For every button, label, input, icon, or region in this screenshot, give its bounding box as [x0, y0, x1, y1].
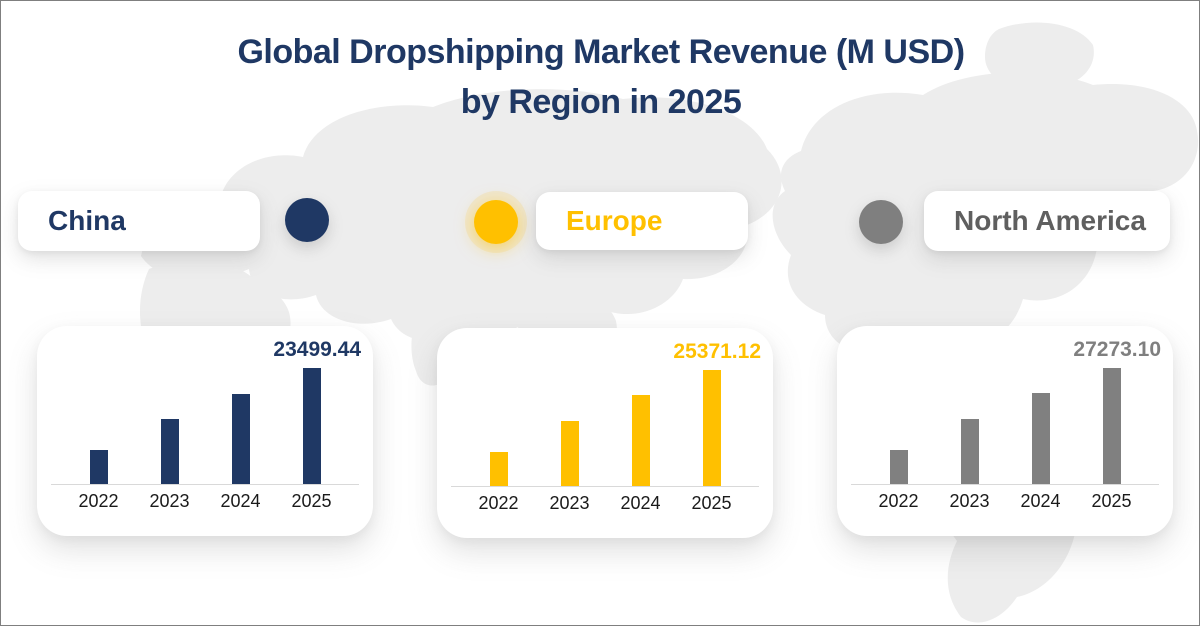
- bar-europe-2022: [489, 452, 508, 486]
- legend-marker-europe: [474, 200, 518, 244]
- map-eurasia: [141, 89, 782, 346]
- bar-china-2025: [302, 368, 321, 484]
- bar-north-america-2025: [1102, 368, 1121, 484]
- page-title-line2: by Region in 2025: [460, 83, 742, 121]
- value-label-2025: 27273.10: [1073, 338, 1161, 361]
- bar-north-america-2022: [889, 450, 908, 484]
- year-tick-label: 2023: [549, 493, 590, 513]
- year-tick-label: 2025: [291, 491, 332, 511]
- legend-pill-europe: Europe: [536, 192, 748, 250]
- year-tick-label: 2024: [620, 493, 661, 513]
- bar-plot: [437, 368, 773, 486]
- bar-plot: [837, 366, 1173, 484]
- bar-china-2022: [89, 450, 108, 484]
- x-axis-labels: 2022 2023 2024 2025: [837, 491, 1173, 512]
- value-label-2025: 25371.12: [673, 340, 761, 363]
- year-tick-label: 2024: [220, 491, 261, 511]
- page-title-line1: Global Dropshipping Market Revenue (M US…: [237, 33, 965, 71]
- year-tick-label: 2023: [149, 491, 190, 511]
- year-tick-label: 2025: [691, 493, 732, 513]
- x-axis-line: [51, 484, 359, 485]
- legend-pill-china: China: [18, 191, 260, 251]
- legend-label-europe: Europe: [566, 205, 663, 236]
- bar-europe-2023: [560, 421, 579, 486]
- legend-label-china: China: [48, 205, 126, 236]
- page-title: Global Dropshipping Market Revenue (M US…: [1, 27, 1199, 127]
- value-label-2025: 23499.44: [273, 338, 361, 361]
- year-tick-label: 2022: [78, 491, 119, 511]
- chart-card-china: 23499.44 2022 2023 2024 2025: [37, 326, 373, 536]
- x-axis-line: [851, 484, 1159, 485]
- year-tick-label: 2022: [878, 491, 919, 511]
- year-tick-label: 2025: [1091, 491, 1132, 511]
- bar-north-america-2023: [960, 419, 979, 484]
- legend-label-north-america: North America: [954, 205, 1146, 236]
- chart-card-europe: 25371.12 2022 2023 2024 2025: [437, 328, 773, 538]
- bar-north-america-2024: [1031, 393, 1050, 484]
- legend-pill-north-america: North America: [924, 191, 1170, 251]
- bar-china-2023: [160, 419, 179, 484]
- map-greenland: [985, 22, 1094, 89]
- x-axis-labels: 2022 2023 2024 2025: [437, 493, 773, 514]
- year-tick-label: 2022: [478, 493, 519, 513]
- bar-europe-2025: [702, 370, 721, 486]
- bar-plot: [37, 366, 373, 484]
- year-tick-label: 2023: [949, 491, 990, 511]
- bar-china-2024: [231, 394, 250, 484]
- map-british-isles: [280, 172, 312, 204]
- legend-marker-china: [285, 198, 329, 242]
- bar-europe-2024: [631, 395, 650, 486]
- chart-card-north-america: 27273.10 2022 2023 2024 2025: [837, 326, 1173, 536]
- x-axis-labels: 2022 2023 2024 2025: [37, 491, 373, 512]
- legend-marker-north-america: [859, 200, 903, 244]
- x-axis-line: [451, 486, 759, 487]
- year-tick-label: 2024: [1020, 491, 1061, 511]
